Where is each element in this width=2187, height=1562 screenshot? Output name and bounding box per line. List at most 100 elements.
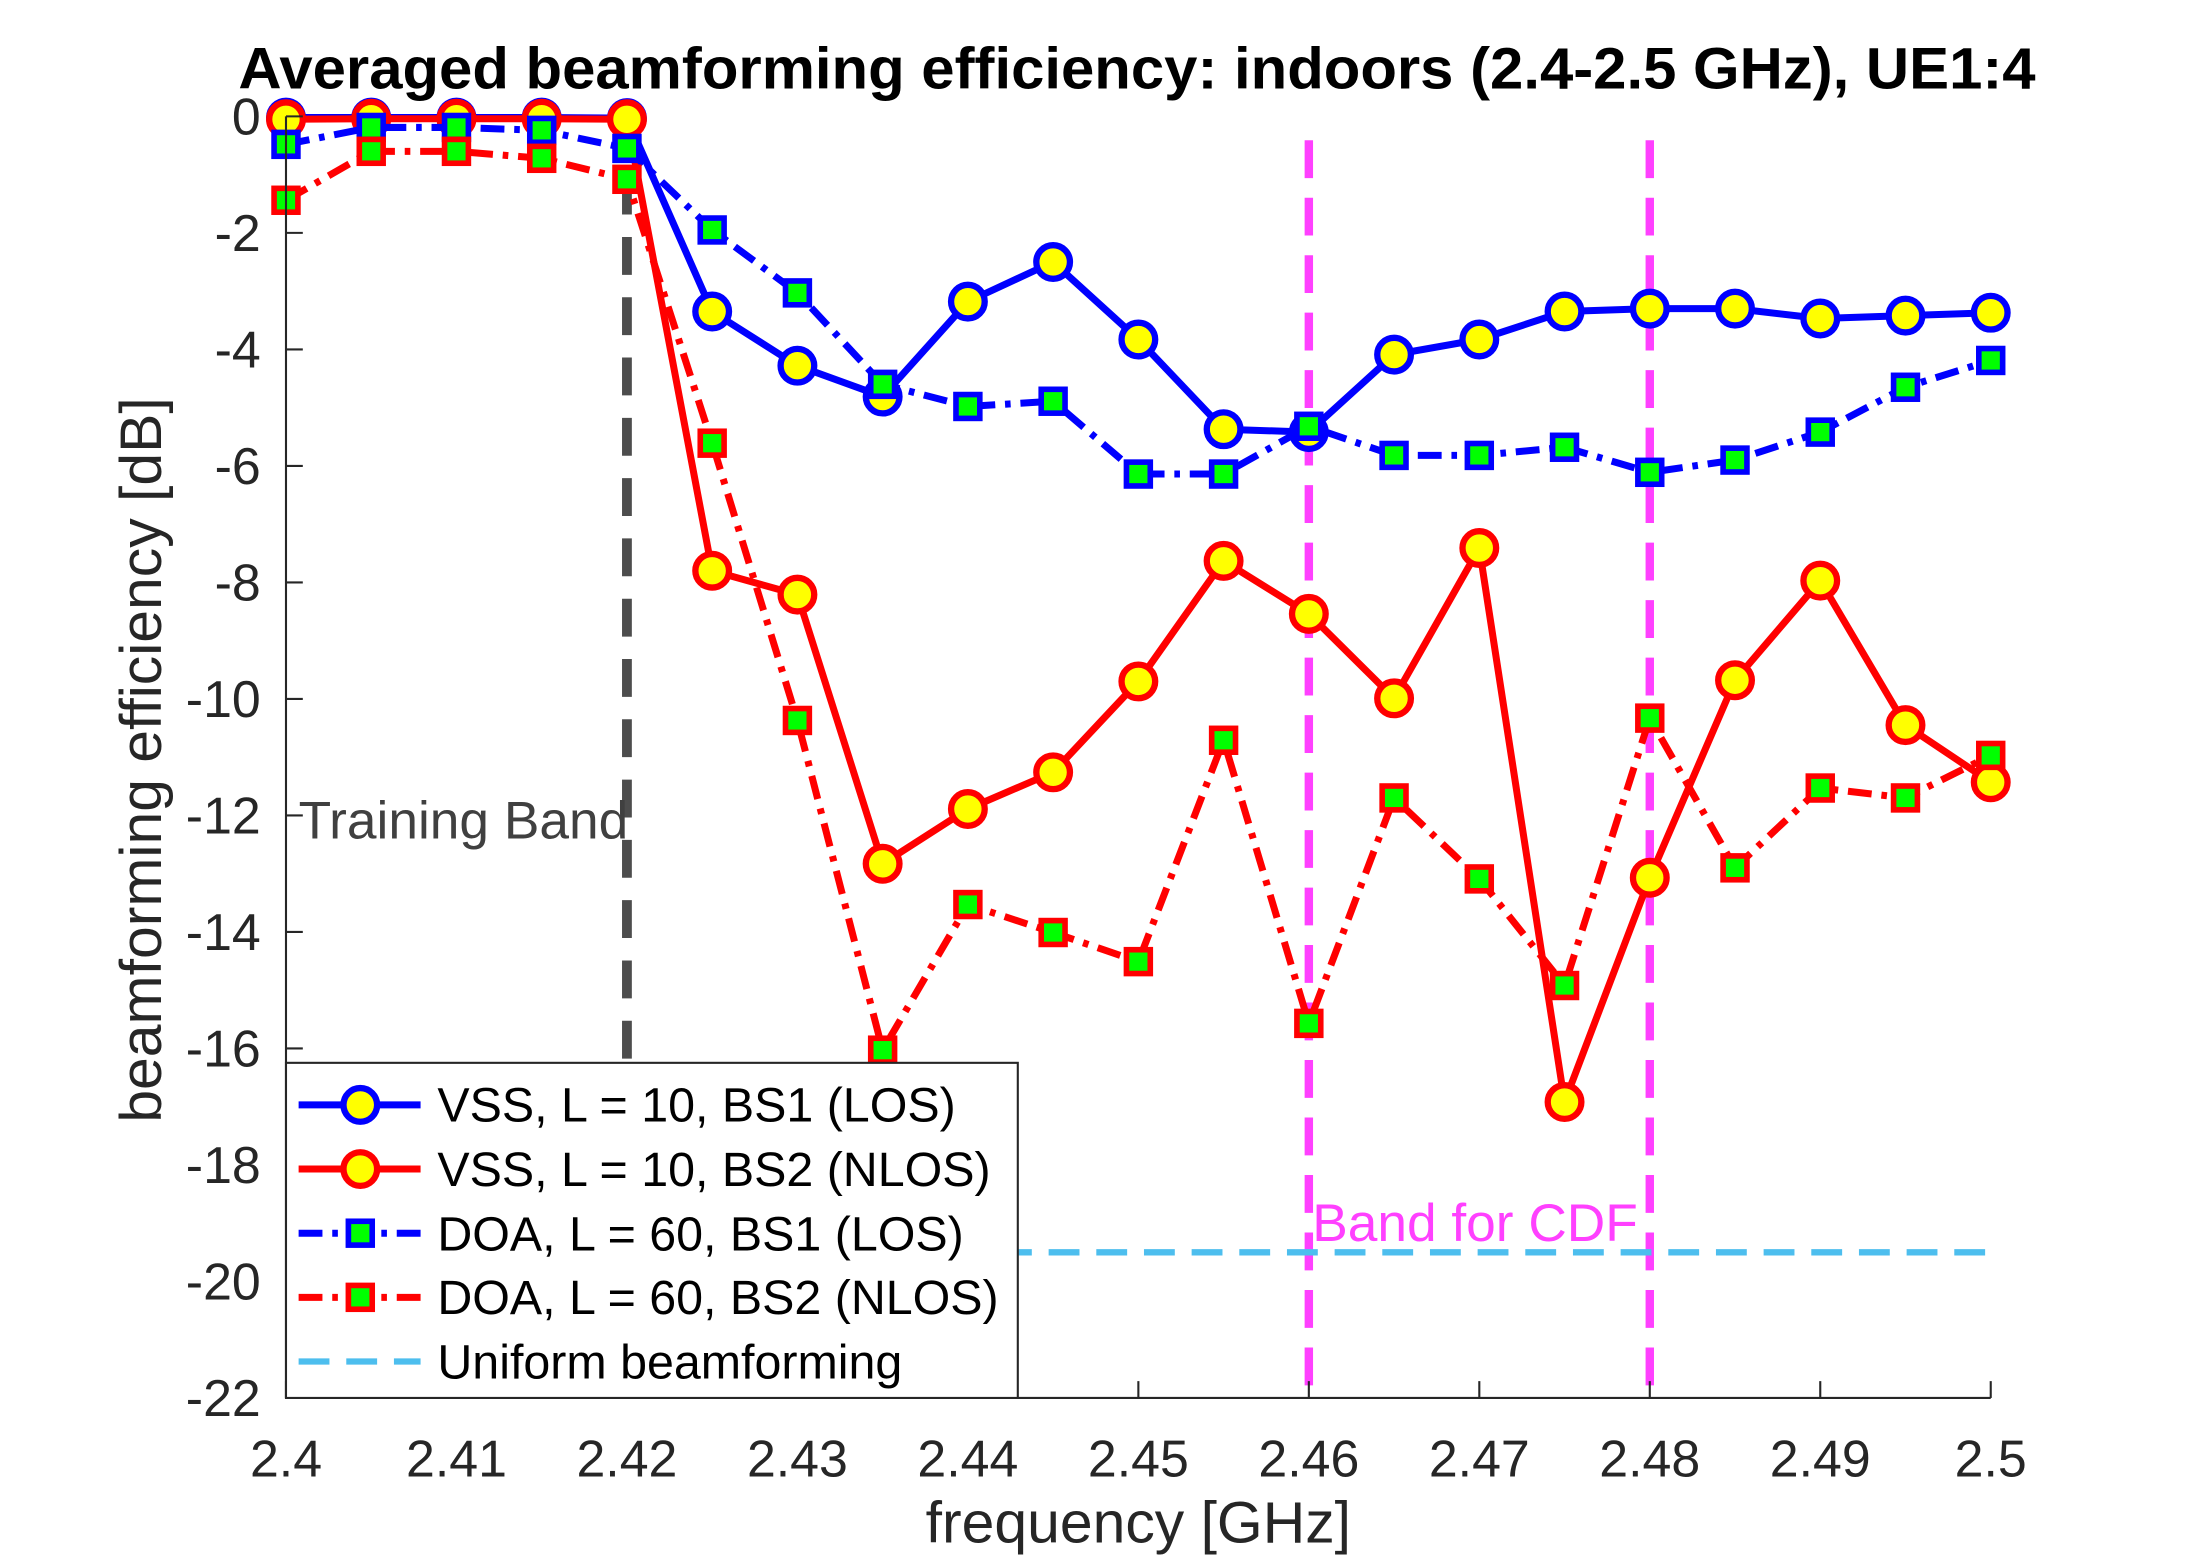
y-ticks: 0 -2 -4 -6 -8 -10 -12 -14 -16 -18 -20 -22 <box>186 88 303 1427</box>
vss-l-10-bs2-nlos-point <box>1033 752 1074 793</box>
doa-l-60-bs1-los-point <box>1294 411 1324 442</box>
doa-l-60-bs1-los-series <box>271 112 2006 489</box>
doa-l-60-bs2-nlos-point <box>612 164 642 195</box>
doa-l-60-bs2-nlos-point <box>1464 864 1495 894</box>
plot-series <box>266 97 2011 1256</box>
vss-l-10-bs1-los-point <box>1970 292 2011 333</box>
vss-l-10-bs2-nlos-point <box>606 99 647 140</box>
y-tick-label: -6 <box>215 437 261 495</box>
vss-l-10-bs2-nlos-point <box>1459 528 1500 569</box>
x-tick-label: 2.41 <box>406 1429 507 1487</box>
doa-l-60-bs1-los-point <box>1720 445 1750 475</box>
vss-l-10-bs1-los-point <box>1118 319 1159 360</box>
doa-l-60-bs2-nlos-point <box>1635 703 1665 733</box>
band-markers <box>622 116 1654 1398</box>
vss-l-10-bs2-nlos-point <box>1118 661 1159 702</box>
vss-l-10-bs2-nlos-point <box>1203 540 1244 581</box>
legend-label: Uniform beamforming <box>437 1335 902 1389</box>
x-ticks: 2.4 2.41 2.42 2.43 2.44 2.45 2.46 2.47 2.48 2.49 2… <box>250 1381 2027 1487</box>
vss-l-10-bs2-nlos-point <box>692 550 733 591</box>
doa-l-60-bs1-los-point <box>1038 386 1068 416</box>
vss-l-10-bs1-los-point <box>1629 288 1670 329</box>
x-tick-label: 2.44 <box>917 1429 1018 1487</box>
doa-l-60-bs1-los-point <box>697 215 727 245</box>
doa-l-60-bs2-nlos-point <box>441 136 472 167</box>
vss-l-10-bs2-nlos-point <box>1629 857 1670 898</box>
doa-l-60-bs2-nlos-point <box>1038 917 1068 948</box>
doa-l-60-bs2-nlos-point <box>1720 853 1750 883</box>
annotation-band-for-cdf: Band for CDF <box>1312 1194 1638 1253</box>
doa-l-60-bs2-nlos-point <box>356 136 386 167</box>
vss-l-10-bs2-nlos-point <box>1288 593 1329 634</box>
y-tick-label: 0 <box>232 88 261 146</box>
doa-l-60-bs2-nlos-point <box>526 143 557 174</box>
doa-l-60-bs2-nlos-point <box>1976 740 2006 771</box>
legend-label: VSS, L = 10, BS1 (LOS) <box>437 1079 955 1133</box>
legend: VSS, L = 10, BS1 (LOS) VSS, L = 10, BS2 … <box>284 1061 1019 1399</box>
doa-l-60-bs1-los-point <box>953 391 983 422</box>
doa-l-60-bs2-nlos-point <box>867 1035 898 1065</box>
vss-l-10-bs2-nlos-point <box>1374 678 1415 719</box>
legend-marker <box>345 1218 376 1248</box>
chart-title: Averaged beamforming efficiency: indoors… <box>238 36 2036 101</box>
x-tick-label: 2.5 <box>1955 1429 2027 1487</box>
y-tick-label: -8 <box>215 554 261 612</box>
y-axis-label: beamforming efficiency [dB] <box>109 397 174 1122</box>
vss-l-10-bs2-nlos-point <box>1885 705 1926 746</box>
y-tick-label: -12 <box>186 787 261 845</box>
x-tick-label: 2.47 <box>1429 1429 1530 1487</box>
vss-l-10-bs1-los-point <box>1033 242 1074 282</box>
y-tick-label: -20 <box>186 1253 261 1311</box>
vss-l-10-bs1-los-point <box>1374 334 1415 375</box>
legend-label: DOA, L = 60, BS1 (LOS) <box>437 1208 963 1262</box>
legend-samples <box>298 1084 421 1365</box>
annotation-training-band: Training Band <box>299 791 629 850</box>
x-tick-label: 2.4 <box>250 1429 322 1487</box>
doa-l-60-bs2-nlos-point <box>1294 1008 1324 1039</box>
doa-l-60-bs1-los-point <box>1976 345 2006 376</box>
vss-l-10-bs2-nlos-point <box>1970 762 2011 803</box>
doa-l-60-bs1-los-point <box>1805 417 1835 447</box>
doa-l-60-bs2-nlos-point <box>1890 783 1921 813</box>
y-tick-label: -4 <box>215 321 261 379</box>
vss-l-10-bs1-los-point <box>1203 409 1244 450</box>
vss-l-10-bs1-los-point <box>1715 288 1755 329</box>
doa-l-60-bs1-los-point <box>612 133 642 164</box>
doa-l-60-bs1-los-point <box>867 369 898 400</box>
doa-l-60-bs1-los-point <box>782 278 813 308</box>
vss-l-10-bs1-los-point <box>1544 291 1585 332</box>
y-tick-label: -16 <box>186 1020 261 1078</box>
legend-marker <box>340 1084 381 1125</box>
y-tick-label: -14 <box>186 903 261 961</box>
doa-l-60-bs2-nlos-point <box>782 705 813 736</box>
doa-l-60-bs2-nlos-point <box>697 428 727 458</box>
doa-l-60-bs1-los-point <box>1635 457 1665 488</box>
doa-l-60-bs2-nlos-line <box>284 147 1993 1054</box>
vss-l-10-bs2-nlos-point <box>862 843 903 884</box>
doa-l-60-bs1-los-point <box>1208 459 1239 489</box>
doa-l-60-bs2-nlos-point <box>1549 970 1580 1001</box>
doa-l-60-bs1-los-point <box>526 115 557 146</box>
doa-l-60-bs1-los-point <box>441 112 472 143</box>
doa-l-60-bs2-nlos-point <box>1805 773 1835 803</box>
vss-l-10-bs1-los-point <box>1459 319 1500 360</box>
vss-l-10-bs1-los-point <box>777 345 818 386</box>
x-tick-label: 2.48 <box>1599 1429 1700 1487</box>
vss-l-10-bs2-nlos-point <box>947 789 988 829</box>
x-tick-label: 2.45 <box>1088 1429 1189 1487</box>
doa-l-60-bs1-los-point <box>1464 440 1495 471</box>
vss-l-10-bs1-los-point <box>947 281 988 322</box>
x-tick-label: 2.42 <box>576 1429 677 1487</box>
doa-l-60-bs1-los-point <box>356 112 386 143</box>
y-tick-label: -2 <box>215 204 261 262</box>
vss-l-10-bs2-nlos-point <box>1800 560 1841 601</box>
x-tick-label: 2.43 <box>747 1429 848 1487</box>
x-axis-label: frequency [GHz] <box>926 1490 1351 1555</box>
doa-l-60-bs2-nlos-point <box>1208 725 1239 755</box>
legend-marker <box>340 1149 381 1190</box>
doa-l-60-bs1-los-point <box>1123 459 1154 489</box>
vss-l-10-bs2-nlos-point <box>1715 660 1755 701</box>
vss-l-10-bs2-nlos-point <box>777 574 818 615</box>
x-tick-label: 2.49 <box>1770 1429 1871 1487</box>
